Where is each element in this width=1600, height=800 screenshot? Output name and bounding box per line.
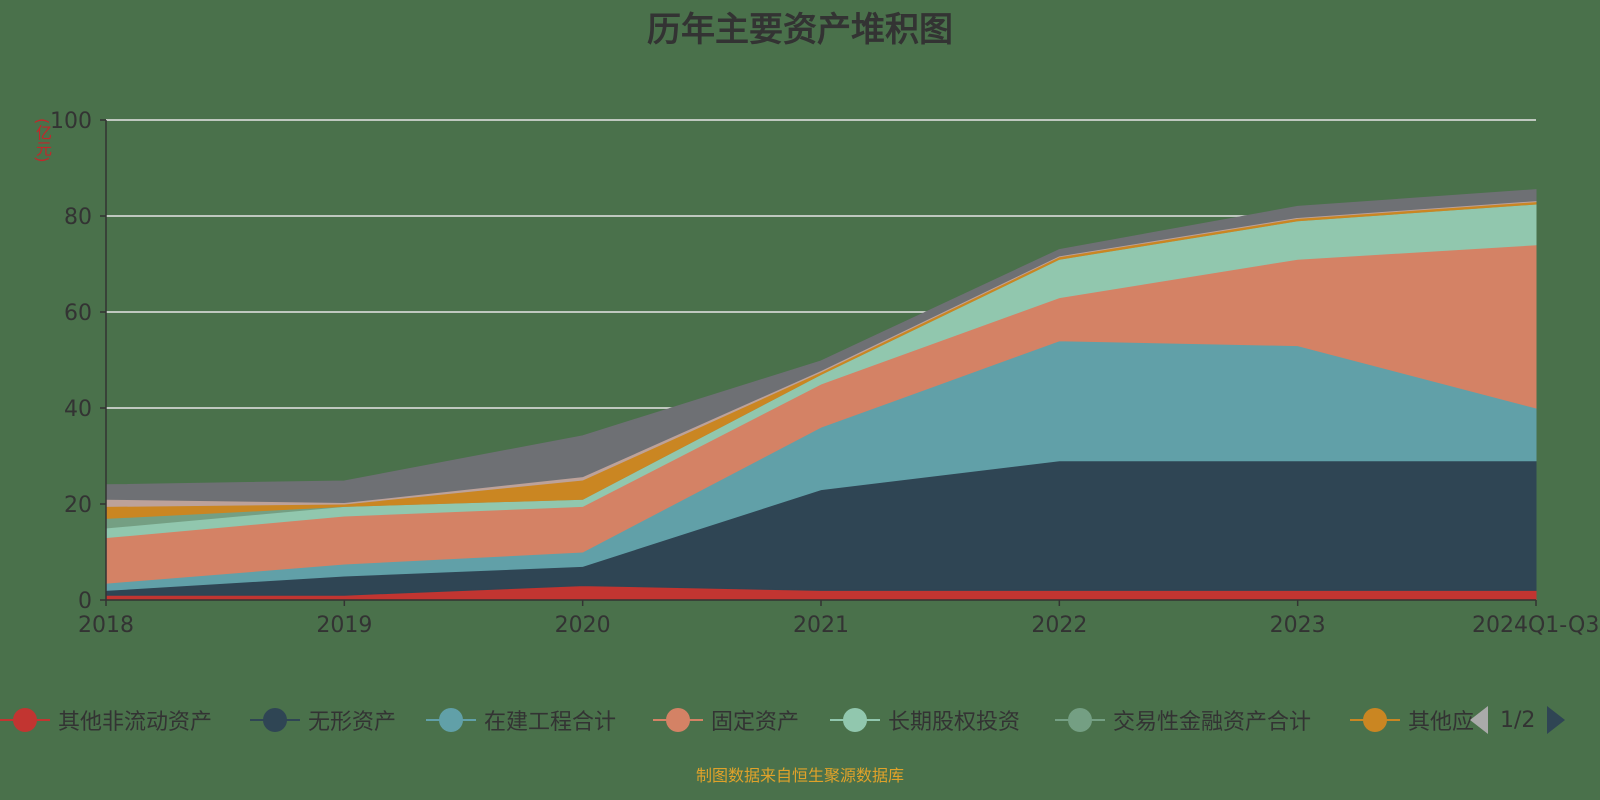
legend-marker-icon (426, 702, 476, 738)
legend-item[interactable]: 固定资产 (653, 702, 799, 738)
y-tick-label: 80 (64, 205, 92, 230)
legend-item[interactable]: 其他应 (1350, 702, 1474, 738)
legend-next-page-icon[interactable] (1547, 706, 1566, 734)
legend-pager: 1/2 (1470, 702, 1566, 738)
x-tick-label: 2024Q1-Q3 (1472, 613, 1599, 638)
legend-label: 长期股权投资 (888, 710, 1021, 735)
legend-item[interactable]: 无形资产 (250, 702, 396, 738)
legend-prev-page-icon[interactable] (1470, 706, 1488, 734)
legend-item[interactable]: 长期股权投资 (830, 702, 1020, 738)
stacked-area-chart: 0 20 40 60 80 100 2018 2019 2020 2021 2022 2023 2024… (50, 109, 1599, 638)
x-tick-label: 2018 (78, 613, 134, 638)
legend-marker-icon (830, 702, 880, 738)
legend-marker-icon (1055, 702, 1105, 738)
legend-marker-icon (1350, 702, 1400, 738)
legend-label: 在建工程合计 (484, 710, 617, 735)
x-tick-label: 2019 (316, 613, 372, 638)
legend-label: 无形资产 (308, 710, 397, 735)
legend-item[interactable]: 其他非流动资产 (0, 702, 212, 738)
legend-page-indicator: 1/2 (1500, 707, 1536, 733)
legend-marker-icon (653, 702, 703, 738)
x-tick-label: 2021 (793, 613, 849, 638)
chart-title: 历年主要资产堆积图 (647, 10, 953, 50)
y-tick-label: 60 (64, 301, 92, 326)
x-tick-label: 2020 (555, 613, 611, 638)
legend-item[interactable]: 交易性金融资产合计 (1055, 702, 1311, 738)
legend: 其他非流动资产 无形资产 在建工程合计 固定资产 长期股权投资 交易性金融资产合计 其他应 (0, 702, 1600, 738)
y-tick-label: 0 (78, 589, 92, 614)
legend-label: 其他非流动资产 (58, 710, 213, 735)
legend-label: 其他应 (1408, 710, 1475, 735)
data-source-note: 制图数据来自恒生聚源数据库 (695, 766, 904, 785)
legend-marker-icon (0, 702, 50, 738)
legend-marker-icon (250, 702, 300, 738)
legend-label: 交易性金融资产合计 (1113, 710, 1312, 735)
y-tick-label: 100 (50, 109, 92, 134)
y-axis-unit-label: (亿元) (33, 118, 52, 163)
x-tick-label: 2022 (1031, 613, 1087, 638)
y-tick-label: 40 (64, 397, 92, 422)
series-area-9[interactable] (105, 189, 1537, 504)
y-tick-label: 20 (64, 493, 92, 518)
legend-item[interactable]: 在建工程合计 (426, 702, 616, 738)
legend-label: 固定资产 (711, 710, 800, 735)
series-areas (105, 189, 1537, 601)
axes: 0 20 40 60 80 100 2018 2019 2020 2021 2022 2023 2024… (50, 109, 1599, 638)
x-tick-label: 2023 (1270, 613, 1326, 638)
